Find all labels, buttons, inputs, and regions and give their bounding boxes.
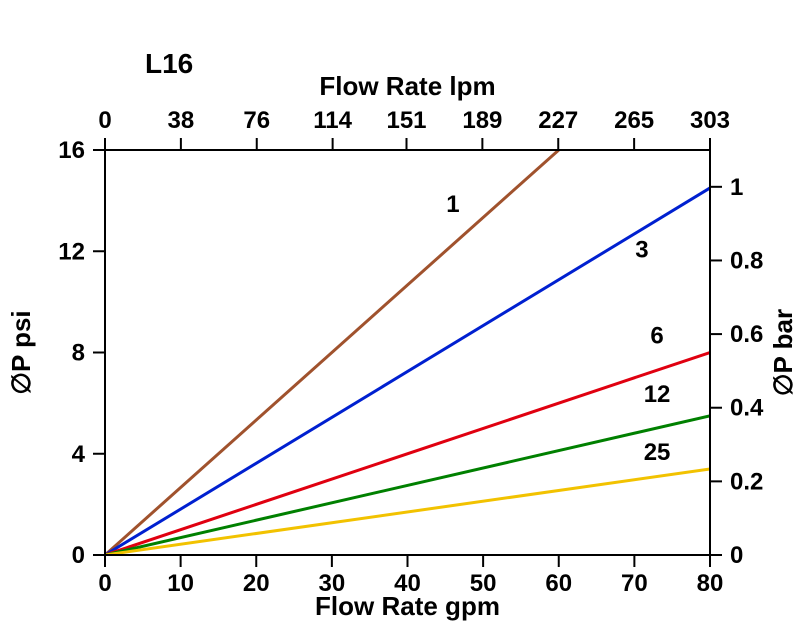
x-top-tick-label: 114 [313,107,352,134]
x-top-tick-label: 303 [690,107,730,134]
x-top-tick-label: 0 [98,107,111,134]
series-label: 6 [650,323,663,350]
x-bottom-tick-label: 60 [545,570,572,597]
chart-container: 0102030405060708003876114151189227265303… [0,0,808,644]
y-left-title: ∅P psi [6,310,36,394]
x-top-tick-label: 227 [538,107,578,134]
x-bottom-title: Flow Rate gpm [315,591,500,621]
x-bottom-tick-label: 0 [98,570,111,597]
chart-svg: 0102030405060708003876114151189227265303… [0,0,808,644]
x-bottom-tick-label: 10 [167,570,194,597]
x-bottom-tick-label: 70 [621,570,648,597]
series-label: 3 [635,237,648,264]
x-top-tick-label: 38 [168,107,195,134]
y-left-tick-label: 4 [72,441,86,468]
y-right-tick-label: 0.4 [730,395,764,422]
y-right-tick-label: 1 [730,174,743,201]
series-label: 12 [644,381,671,408]
chart-heading: L16 [145,48,193,80]
y-left-tick-label: 0 [72,542,85,569]
y-left-tick-label: 12 [58,238,85,265]
x-top-tick-label: 265 [614,107,654,134]
y-right-tick-label: 0.8 [730,247,763,274]
y-right-tick-label: 0.6 [730,321,763,348]
y-left-tick-label: 8 [72,340,85,367]
y-right-tick-label: 0.2 [730,468,763,495]
y-left-tick-label: 16 [58,137,85,164]
x-bottom-tick-label: 80 [697,570,724,597]
y-right-title: ∅P bar [768,309,798,396]
x-top-tick-label: 189 [462,107,502,134]
x-top-tick-label: 76 [243,107,270,134]
series-label: 1 [446,191,459,218]
series-label: 25 [644,439,671,466]
x-top-title: Flow Rate lpm [319,71,495,101]
x-top-tick-label: 151 [386,107,426,134]
x-bottom-tick-label: 20 [243,570,270,597]
y-right-tick-label: 0 [730,542,743,569]
